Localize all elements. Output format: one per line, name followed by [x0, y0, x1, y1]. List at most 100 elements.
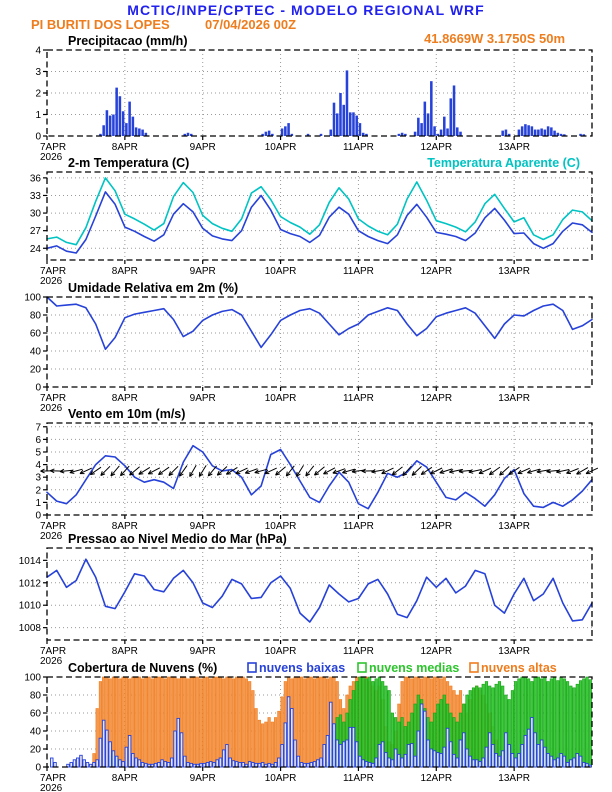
- umidade-relativa-series: [46, 296, 593, 351]
- svg-text:33: 33: [30, 191, 42, 202]
- svg-text:2: 2: [35, 485, 41, 496]
- panel-title-pressao: Pressao ao Nivel Medio do Mar (hPa): [68, 532, 287, 546]
- svg-text:9APR: 9APR: [190, 773, 216, 784]
- gridlines: [47, 50, 592, 136]
- svg-text:13APR: 13APR: [498, 773, 530, 784]
- panel-title-precipitacao: Precipitacao (mm/h): [68, 34, 187, 48]
- svg-text:12APR: 12APR: [420, 646, 452, 657]
- svg-text:1014: 1014: [19, 556, 42, 567]
- svg-text:60: 60: [30, 329, 42, 340]
- svg-text:0: 0: [35, 383, 41, 394]
- svg-text:3: 3: [35, 473, 41, 484]
- svg-text:100: 100: [24, 293, 41, 304]
- panel-title-nuvens: Cobertura de Nuvens (%): [68, 661, 217, 675]
- svg-text:4: 4: [35, 460, 41, 471]
- y-axis: 24 27 30 33 36: [30, 173, 47, 255]
- svg-text:12APR: 12APR: [420, 393, 452, 404]
- location-coords: 41.8669W 3.1750S 50m: [424, 31, 565, 46]
- svg-text:36: 36: [30, 173, 42, 184]
- svg-text:13APR: 13APR: [498, 266, 530, 277]
- svg-text:7APR: 7APR: [40, 773, 66, 784]
- svg-text:2026: 2026: [40, 276, 63, 287]
- legend-temperatura: Temperatura Aparente (C): [427, 156, 580, 170]
- svg-text:2026: 2026: [40, 403, 63, 414]
- svg-text:7APR: 7APR: [40, 521, 66, 532]
- svg-text:11APR: 11APR: [343, 266, 374, 277]
- svg-text:9APR: 9APR: [190, 266, 216, 277]
- svg-text:9APR: 9APR: [190, 646, 216, 657]
- svg-text:10APR: 10APR: [265, 393, 297, 404]
- y-axis: 0 20 40 60 80 100: [24, 293, 47, 394]
- plot-frame: [46, 676, 593, 768]
- svg-text:10APR: 10APR: [265, 521, 297, 532]
- svg-text:10APR: 10APR: [265, 266, 297, 277]
- svg-text:1010: 1010: [19, 601, 42, 612]
- svg-text:1: 1: [35, 110, 41, 121]
- svg-text:2026: 2026: [40, 152, 63, 163]
- svg-text:7: 7: [35, 422, 41, 433]
- station-name: PI BURITI DOS LOPES: [31, 17, 170, 32]
- svg-text:7APR: 7APR: [40, 646, 66, 657]
- svg-text:80: 80: [30, 691, 42, 702]
- svg-text:12APR: 12APR: [420, 142, 452, 153]
- svg-text:11APR: 11APR: [343, 773, 374, 784]
- svg-text:0: 0: [35, 132, 41, 143]
- temperatura-aparente-series: [46, 177, 593, 246]
- plot-frame: [46, 422, 593, 516]
- y-axis: 0 20 40 60 80 100: [24, 673, 47, 774]
- legend-swatch-icon: [469, 662, 479, 673]
- svg-text:7APR: 7APR: [40, 266, 66, 277]
- svg-text:40: 40: [30, 727, 42, 738]
- legend-swatch-icon: [247, 662, 257, 673]
- svg-text:8APR: 8APR: [112, 521, 138, 532]
- svg-text:9APR: 9APR: [190, 142, 216, 153]
- svg-text:13APR: 13APR: [498, 646, 530, 657]
- svg-text:8APR: 8APR: [112, 266, 138, 277]
- legend-label: nuvens baixas: [259, 661, 345, 675]
- svg-text:40: 40: [30, 347, 42, 358]
- svg-text:12APR: 12APR: [420, 521, 452, 532]
- svg-text:1008: 1008: [19, 623, 42, 634]
- svg-text:8APR: 8APR: [112, 393, 138, 404]
- y-axis: 1008 1010 1012 1014: [19, 556, 47, 634]
- svg-text:13APR: 13APR: [498, 521, 530, 532]
- legend-label: nuvens medias: [369, 661, 459, 675]
- y-axis: 0 1 23 4 56 7: [35, 422, 47, 522]
- svg-text:3: 3: [35, 67, 41, 78]
- panel-title-temperatura: 2-m Temperatura (C): [68, 156, 189, 170]
- gridlines: [47, 297, 592, 387]
- svg-text:11APR: 11APR: [343, 521, 374, 532]
- svg-text:2026: 2026: [40, 531, 63, 542]
- svg-text:12APR: 12APR: [420, 773, 452, 784]
- svg-text:4: 4: [35, 46, 41, 57]
- svg-text:5: 5: [35, 447, 41, 458]
- svg-text:9APR: 9APR: [190, 521, 216, 532]
- legend-label: nuvens altas: [481, 661, 557, 675]
- nuvens-medias-series: [108, 676, 592, 768]
- svg-text:80: 80: [30, 311, 42, 322]
- svg-text:12APR: 12APR: [420, 266, 452, 277]
- svg-text:8APR: 8APR: [112, 142, 138, 153]
- svg-text:8APR: 8APR: [112, 773, 138, 784]
- svg-text:7APR: 7APR: [40, 142, 66, 153]
- plot-frame: [46, 171, 593, 261]
- panel-title-vento: Vento em 10m (m/s): [68, 407, 185, 421]
- svg-text:2026: 2026: [40, 656, 63, 667]
- svg-text:8APR: 8APR: [112, 646, 138, 657]
- svg-text:10APR: 10APR: [265, 646, 297, 657]
- svg-text:1012: 1012: [19, 578, 42, 589]
- svg-text:2: 2: [35, 89, 41, 100]
- svg-text:0: 0: [35, 511, 41, 522]
- precipitacao-series: [99, 70, 586, 137]
- svg-text:30: 30: [30, 209, 42, 220]
- y-axis: 0 1 2 3 4: [35, 46, 47, 143]
- svg-text:13APR: 13APR: [498, 393, 530, 404]
